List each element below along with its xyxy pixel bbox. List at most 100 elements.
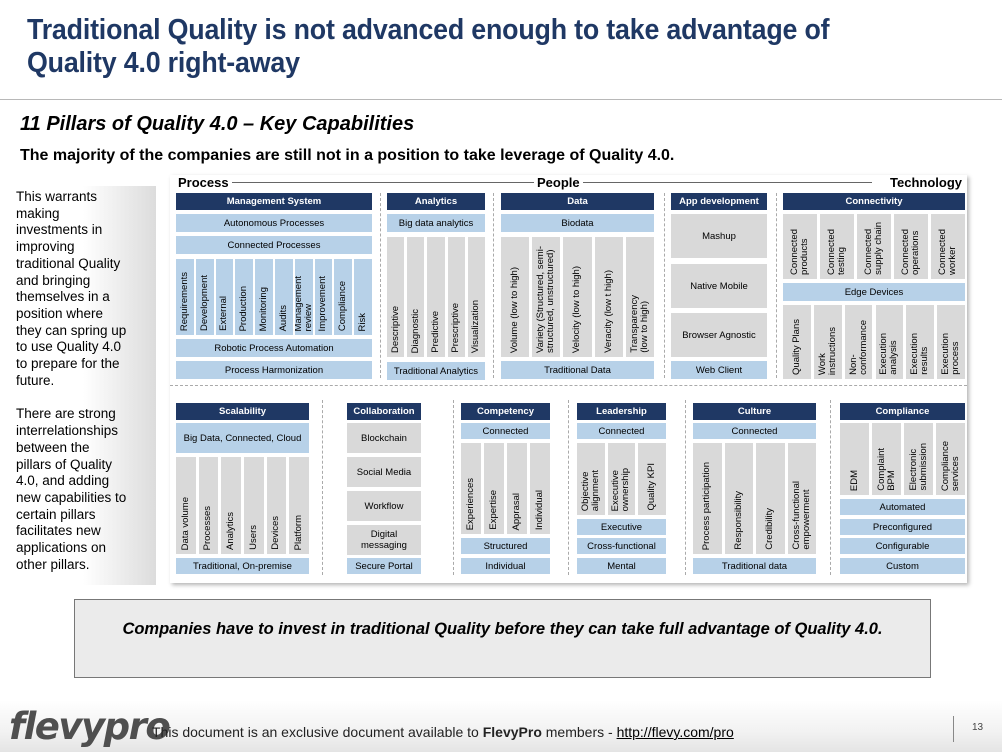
cult-v-label: Responsibility — [732, 491, 744, 550]
lead-v-label: Objective alignment — [579, 469, 601, 511]
separator — [170, 385, 967, 386]
ana-v-cell: Predictive — [427, 237, 445, 357]
sidebar-paragraph-1: This warrants making investments in impr… — [16, 189, 127, 388]
mgmt-v-label: Improvement — [317, 275, 329, 331]
data-v-cell: Veracity (low t high) — [594, 237, 623, 357]
ana-v-label: Prescriptive — [450, 303, 462, 353]
data-v-label: Transparency (low to high) — [628, 295, 650, 353]
compl-v-cell: Compliance services — [936, 423, 965, 495]
cult-v-label: Cross-functional empowerment — [790, 481, 812, 550]
analytics-big-data: Big data analytics — [387, 214, 485, 232]
pillar-header-connectivity: Connectivity — [783, 193, 965, 210]
collaboration-social-media: Social Media — [347, 457, 421, 487]
scal-v-label: Processes — [202, 505, 214, 550]
data-v-cell: Variety (Structured, semi- structured, u… — [532, 237, 561, 357]
mgmt-v-label: Development — [198, 275, 210, 331]
conn-top-cell: Connected supply chain — [857, 214, 891, 279]
comp-v-label: Expertise — [488, 490, 499, 530]
ana-v-label: Descriptive — [389, 306, 401, 353]
leadership-cross-functional: Cross-functional — [577, 538, 666, 554]
conn-bot-label: Execution results — [909, 333, 931, 375]
scal-v-label: Platform — [293, 514, 305, 550]
compl-v-cell: Complaint BPM — [872, 423, 901, 495]
mgmt-v-cell: Production — [235, 259, 254, 335]
ana-v-cell: Visualization — [467, 237, 485, 357]
mgmt-v-cell: External — [215, 259, 234, 335]
conn-bot-cell: Quality Plans — [783, 305, 811, 379]
scal-v-cell: Platform — [289, 457, 309, 554]
footer-text: This document is an exclusive document a… — [152, 724, 734, 740]
data-v-label: Velocity (low to high) — [571, 265, 583, 353]
compliance-automated: Automated — [840, 499, 965, 515]
page-divider — [953, 716, 954, 742]
data-v-cell: Velocity (low to high) — [563, 237, 592, 357]
conn-top-label: Connected products — [789, 229, 810, 275]
leadership-executive: Executive — [577, 519, 666, 535]
compl-v-label: Electronic submission — [907, 443, 929, 491]
pillar-header-data: Data — [501, 193, 654, 210]
pillar-header-app-development: App development — [671, 193, 767, 210]
mgmt-v-label: Compliance — [337, 280, 349, 331]
lead-v-label: Quality KPI — [646, 463, 658, 511]
conn-bot-label: Work instructions — [816, 326, 838, 375]
ana-v-cell: Diagnostic — [407, 237, 425, 357]
compliance-configurable: Configurable — [840, 538, 965, 554]
pillar-header-management-system: Management System — [176, 193, 372, 210]
footer-link[interactable]: http://flevy.com/pro — [616, 724, 734, 740]
scal-v-label: Data volume — [179, 496, 191, 550]
compl-v-label: Compliance services — [939, 440, 961, 491]
lead-v-cell: Objective alignment — [577, 443, 605, 515]
conn-bot-cell: Execution process — [937, 305, 965, 379]
mgmt-v-cell: Monitoring — [255, 259, 273, 335]
mgmt-v-label: Production — [238, 285, 250, 331]
data-v-cell: Volume (low to high) — [501, 237, 530, 357]
scal-v-cell: Processes — [198, 457, 219, 554]
ana-v-label: Predictive — [429, 311, 441, 353]
scal-v-cell: Data volume — [176, 457, 196, 554]
footer — [0, 700, 1002, 752]
pillar-header-collaboration: Collaboration — [347, 403, 421, 420]
app-mashup: Mashup — [671, 214, 767, 258]
axis-label-process: Process — [175, 175, 232, 190]
collaboration-secure-portal: Secure Portal — [347, 558, 421, 574]
conn-top-label: Connected supply chain — [863, 222, 884, 275]
collaboration-digital-messaging: Digital messaging — [347, 525, 421, 555]
separator — [664, 193, 665, 378]
comp-v-cell: Expertise — [484, 443, 504, 534]
separator — [453, 400, 454, 575]
app-web-client: Web Client — [671, 361, 767, 379]
cult-v-cell: Credibility — [756, 443, 785, 554]
collaboration-workflow: Workflow — [347, 491, 421, 521]
mgmt-v-label: Requirements — [178, 271, 190, 331]
competency-structured: Structured — [461, 538, 550, 554]
mgmt-v-label: External — [218, 296, 230, 331]
management-connected: Connected Processes — [176, 236, 372, 254]
cult-v-cell: Process participation — [693, 443, 722, 554]
scal-v-cell: Users — [244, 457, 264, 554]
data-v-label: Volume (low to high) — [509, 266, 521, 353]
conn-top-label: Connected testing — [826, 229, 847, 275]
analytics-traditional: Traditional Analytics — [387, 362, 485, 380]
leadership-connected: Connected — [577, 423, 666, 439]
mgmt-v-cell: Compliance — [334, 259, 353, 335]
scal-v-label: Analytics — [225, 511, 237, 550]
mgmt-v-cell: Risk — [354, 259, 372, 335]
separator — [776, 193, 777, 378]
ana-v-cell: Descriptive — [387, 237, 405, 357]
separator — [685, 400, 686, 575]
pillar-header-leadership: Leadership — [577, 403, 666, 420]
flevypro-logo: flevypro — [9, 705, 171, 748]
data-v-label: Veracity (low t high) — [602, 270, 614, 353]
conn-bot-label: Execution analysis — [878, 333, 900, 375]
collaboration-blockchain: Blockchain — [347, 423, 421, 453]
compl-v-cell: EDM — [840, 423, 869, 495]
sidebar-text: This warrants making investments in impr… — [16, 189, 128, 590]
conn-bot-label: Execution process — [940, 333, 962, 375]
footer-text-mid: members - — [541, 724, 617, 740]
ana-v-cell: Prescriptive — [447, 237, 465, 357]
separator — [830, 400, 831, 575]
separator — [568, 400, 569, 575]
sidebar-paragraph-2: There are strong interrelationships betw… — [16, 406, 127, 572]
cult-v-cell: Responsibility — [724, 443, 753, 554]
separator — [493, 193, 494, 378]
